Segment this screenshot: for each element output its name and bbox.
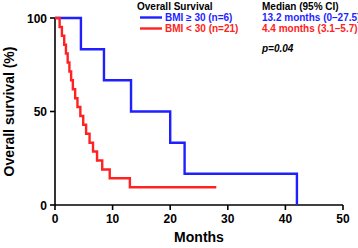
legend-header: Median (95% CI) <box>262 1 339 12</box>
survival-curve <box>55 18 216 187</box>
y-tick <box>50 17 55 19</box>
y-tick-label: 100 <box>27 12 47 26</box>
x-tick <box>112 205 114 210</box>
x-tick-label: 20 <box>164 212 178 226</box>
x-tick <box>342 205 344 210</box>
legend-median: 4.4 months (3.1–5.7) <box>262 23 358 34</box>
plot-area <box>55 18 297 205</box>
y-tick-label: 0 <box>40 199 47 213</box>
y-tick <box>50 111 55 113</box>
legend-label: BMI < 30 (n=21) <box>165 23 238 34</box>
x-tick <box>169 205 171 210</box>
x-axis <box>55 204 343 206</box>
x-tick <box>54 205 56 210</box>
x-tick-label: 30 <box>221 212 235 226</box>
legend-header: Overall Survival <box>137 1 213 12</box>
chart: 0 50 100 0 10 20 30 40 50 Months Overall survival … <box>0 0 358 248</box>
legend-median: 13.2 months (0–27.5) <box>262 12 358 23</box>
x-tick <box>285 205 287 210</box>
x-tick-label: 0 <box>52 212 59 226</box>
legend-label: BMI ≥ 30 (n=6) <box>165 12 232 23</box>
y-axis-label: Overall survival (%) <box>1 47 17 177</box>
x-tick-label: 10 <box>106 212 120 226</box>
p-value: p=0.04 <box>261 43 294 54</box>
x-tick-label: 50 <box>336 212 350 226</box>
legend-swatch <box>140 27 162 29</box>
y-tick-label: 50 <box>34 105 48 119</box>
survival-curve <box>55 18 297 205</box>
x-axis-label: Months <box>174 229 224 245</box>
x-tick <box>227 205 229 210</box>
legend-swatch <box>140 16 162 18</box>
x-tick-label: 40 <box>279 212 293 226</box>
